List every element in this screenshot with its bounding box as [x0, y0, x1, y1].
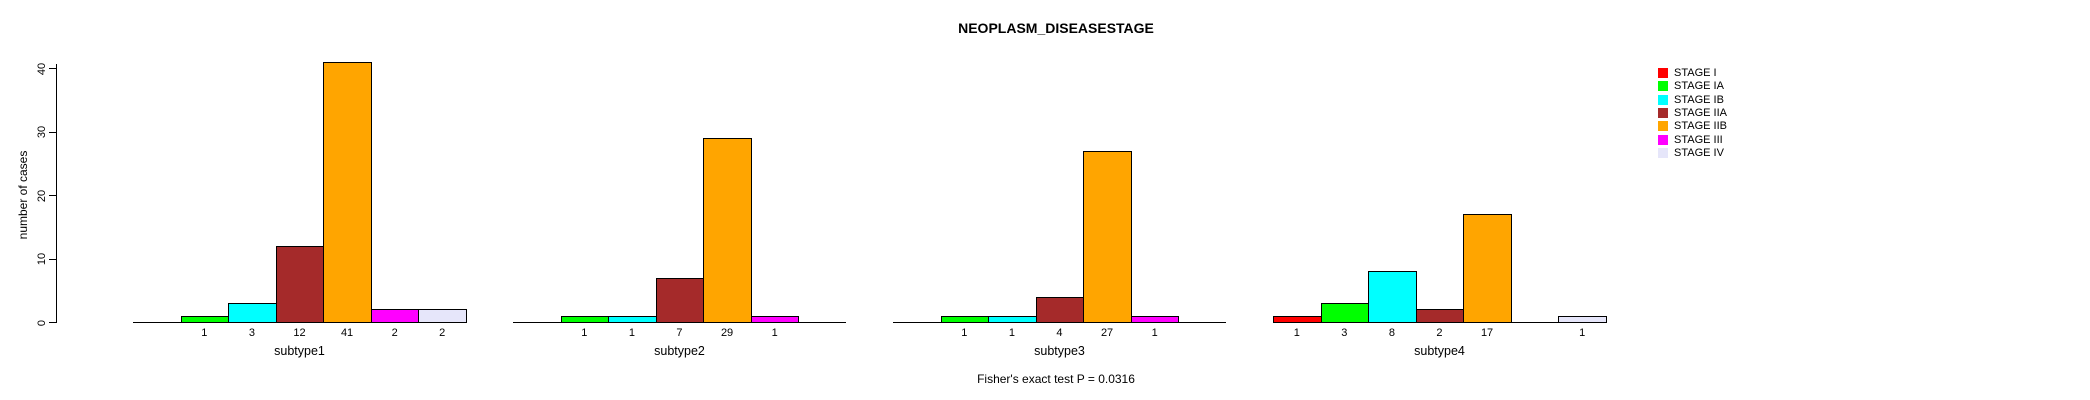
- bar-subtype4-stage-iv: [1558, 315, 1607, 323]
- legend-swatch-stage-iv: [1658, 147, 1668, 158]
- bar-value-label: 2: [391, 327, 398, 339]
- bar-value-label: 27: [1100, 327, 1114, 339]
- bar-subtype2-stage-iia: [655, 277, 705, 323]
- bar-value-label: 17: [1480, 327, 1494, 339]
- bar-subtype2-stage-iib: [703, 137, 752, 323]
- bar-value-label: 1: [771, 327, 778, 339]
- legend-item: STAGE IB: [1658, 94, 1724, 106]
- y-tick: [49, 195, 57, 196]
- legend-item: STAGE IA: [1658, 80, 1724, 92]
- y-tick-label: 10: [36, 252, 48, 266]
- legend-label: STAGE IIB: [1674, 120, 1727, 133]
- bar-value-label: 1: [201, 327, 208, 339]
- legend-swatch-stage-ia: [1658, 81, 1668, 92]
- bar-subtype4-stage-ia: [1320, 302, 1370, 323]
- y-axis-label: number of cases: [16, 150, 30, 240]
- bar-value-label: 29: [720, 327, 734, 339]
- legend-label: STAGE IIA: [1674, 106, 1727, 119]
- legend-item: STAGE I: [1658, 67, 1717, 79]
- bar-subtype4-stage-iia: [1415, 309, 1465, 323]
- bar-value-label: 3: [248, 327, 255, 339]
- bar-value-label: 1: [1579, 327, 1586, 339]
- y-tick-label: 40: [36, 62, 48, 75]
- y-tick: [49, 322, 57, 323]
- legend-item: STAGE III: [1658, 134, 1723, 146]
- legend-swatch-stage-iia: [1658, 107, 1668, 118]
- bar-subtype3-stage-ia: [940, 315, 990, 323]
- fisher-test-annotation: Fisher's exact test P = 0.0316: [977, 372, 1135, 386]
- bar-subtype3-stage-iii: [1130, 315, 1180, 323]
- legend-label: STAGE IB: [1674, 93, 1724, 106]
- y-tick-label: 0: [36, 319, 48, 326]
- bar-value-label: 1: [1293, 327, 1300, 339]
- y-tick-label: 30: [36, 125, 48, 139]
- bar-value-label: 1: [1151, 327, 1158, 339]
- bar-subtype3-stage-iia: [1035, 296, 1085, 323]
- legend-label: STAGE IV: [1674, 146, 1724, 159]
- y-tick: [49, 258, 57, 260]
- y-axis-line: [56, 64, 57, 323]
- bar-subtype3-stage-iib: [1083, 150, 1132, 323]
- legend-label: STAGE III: [1674, 133, 1723, 146]
- bar-subtype4-stage-i: [1273, 315, 1322, 323]
- bar-subtype1-stage-ib: [228, 302, 277, 323]
- bar-value-label: 7: [676, 327, 683, 339]
- bar-subtype4-stage-ib: [1368, 271, 1417, 323]
- bar-value-label: 8: [1388, 327, 1395, 339]
- bar-value-label: 41: [340, 327, 354, 339]
- legend-swatch-stage-ib: [1658, 94, 1668, 105]
- bar-value-label: 1: [628, 327, 635, 339]
- bar-value-label: 2: [439, 327, 446, 339]
- bar-subtype3-stage-ib: [988, 315, 1037, 323]
- y-tick-label: 20: [36, 189, 48, 202]
- y-tick: [49, 131, 57, 133]
- legend-label: STAGE IA: [1674, 80, 1724, 93]
- group-label-subtype4: subtype4: [1414, 344, 1465, 358]
- group-label-subtype1: subtype1: [274, 344, 325, 358]
- y-tick: [49, 68, 57, 69]
- bar-subtype4-stage-iib: [1463, 214, 1512, 323]
- legend-item: STAGE IIB: [1658, 120, 1727, 132]
- bar-value-label: 2: [1436, 327, 1443, 339]
- chart-title: NEOPLASM_DISEASESTAGE: [958, 20, 1154, 36]
- bar-subtype1-stage-ia: [180, 315, 230, 323]
- legend-label: STAGE I: [1674, 67, 1717, 79]
- bar-subtype2-stage-iii: [750, 315, 800, 323]
- bar-value-label: 1: [961, 327, 968, 339]
- bar-value-label: 1: [1008, 327, 1015, 339]
- legend-item: STAGE IIA: [1658, 107, 1727, 119]
- group-label-subtype3: subtype3: [1034, 344, 1085, 358]
- bar-subtype1-stage-iia: [275, 245, 325, 323]
- legend-swatch-stage-i: [1658, 68, 1668, 78]
- bar-value-label: 3: [1341, 327, 1348, 339]
- bar-subtype2-stage-ia: [560, 315, 610, 323]
- bar-value-label: 12: [293, 327, 306, 339]
- bar-subtype1-stage-iib: [323, 61, 372, 323]
- bar-value-label: 1: [581, 327, 588, 339]
- bar-value-label: 4: [1056, 327, 1063, 339]
- legend-item: STAGE IV: [1658, 147, 1724, 159]
- bar-subtype1-stage-iv: [418, 309, 467, 323]
- bar-subtype2-stage-ib: [608, 315, 657, 323]
- legend-swatch-stage-iib: [1658, 121, 1668, 132]
- legend-swatch-stage-iii: [1658, 134, 1668, 145]
- bar-subtype1-stage-iii: [370, 309, 420, 323]
- group-label-subtype2: subtype2: [654, 344, 705, 358]
